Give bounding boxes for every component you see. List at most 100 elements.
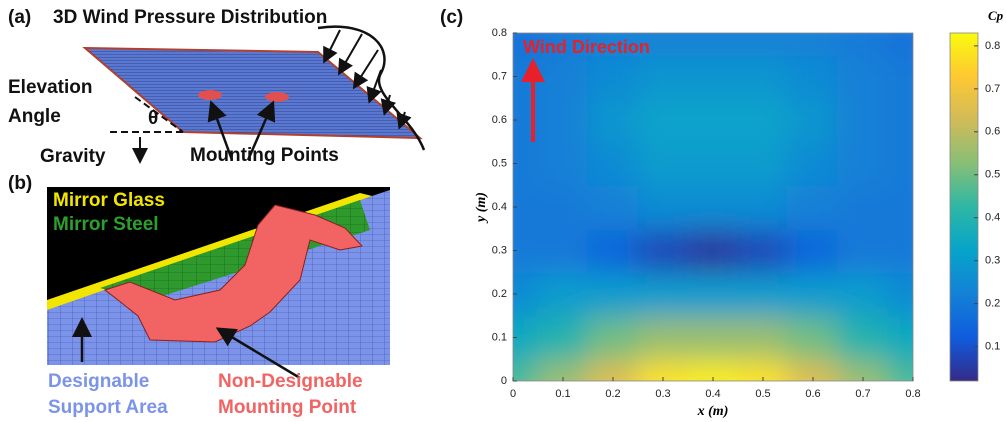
page: {"panels": { "a": {"label": "(a)", "titl… [0, 0, 1006, 422]
colorbar-tick-label: 0.3 [985, 255, 1000, 267]
heat-cell [837, 141, 889, 187]
colorbar-label: Cp [988, 8, 1004, 23]
x-axis-label: x (m) [697, 404, 729, 419]
heat-cell [787, 141, 839, 187]
heat-cell [687, 97, 739, 143]
heat-cell [737, 97, 789, 143]
y-tick-label: 0.1 [492, 331, 507, 343]
heat-cell [637, 271, 689, 317]
heat-cell [687, 184, 739, 230]
heat-cell [787, 315, 839, 361]
heat-cell [737, 141, 789, 187]
mount-blob [198, 90, 222, 100]
colorbar-tick-label: 0.1 [985, 341, 1000, 353]
heat-cell [787, 271, 839, 317]
figure: (a) 3D Wind Pressure Distribution Elevat… [0, 0, 1006, 422]
heat-cell [587, 184, 639, 230]
y-tick-label: 0.5 [492, 157, 507, 169]
label: Non-Designable [218, 371, 363, 392]
label: Mirror Steel [53, 214, 159, 235]
label: Mirror Glass [53, 190, 165, 211]
y-tick-label: 0.2 [492, 288, 507, 300]
heat-cell [787, 228, 839, 274]
heat-cell [737, 228, 789, 274]
heat-cell [737, 184, 789, 230]
heat-cell [737, 54, 789, 100]
heat-cell [687, 54, 739, 100]
panel-label: (a) [8, 7, 31, 28]
annotation: Wind Direction [523, 37, 650, 57]
y-tick-label: 0.6 [492, 114, 507, 126]
x-tick-label: 0.6 [805, 388, 820, 400]
heat-cell [587, 315, 639, 361]
label: Mounting Points [190, 145, 339, 166]
heat-cell [837, 315, 889, 361]
label: θ [148, 108, 158, 129]
y-axis-label: y (m) [474, 192, 489, 224]
label: Elevation [8, 77, 92, 98]
y-tick-label: 0 [501, 375, 507, 387]
panel-label: (b) [8, 173, 32, 194]
heat-cell [687, 141, 739, 187]
heat-cell [637, 97, 689, 143]
panel-title: 3D Wind Pressure Distribution [53, 7, 327, 28]
x-tick-label: 0.1 [555, 388, 570, 400]
heat-cell [837, 228, 889, 274]
heat-cell [637, 228, 689, 274]
heat-cell [837, 97, 889, 143]
heatmap-cells [487, 10, 939, 404]
label: Gravity [40, 146, 106, 167]
heat-cell [637, 315, 689, 361]
panel-b: (b) Mirror Glass Mirror Steel Designable… [8, 173, 390, 418]
heat-cell [537, 228, 589, 274]
colorbar-tick-label: 0.4 [985, 212, 1000, 224]
heat-cell [737, 271, 789, 317]
heat-cell [537, 97, 589, 143]
label: Angle [8, 106, 61, 127]
x-tick-label: 0.2 [605, 388, 620, 400]
heatmap [487, 10, 939, 404]
colorbar-tick-label: 0.6 [985, 126, 1000, 138]
colorbar-tick-label: 0.2 [985, 298, 1000, 310]
heat-cell [687, 315, 739, 361]
heat-cell [837, 54, 889, 100]
y-tick-label: 0.3 [492, 244, 507, 256]
x-tick-label: 0 [510, 388, 516, 400]
heat-cell [537, 54, 589, 100]
x-tick-label: 0.8 [905, 388, 920, 400]
label: Support Area [48, 397, 168, 418]
heat-cell [837, 271, 889, 317]
heat-cell [537, 141, 589, 187]
heat-cell [537, 271, 589, 317]
label: Designable [48, 371, 149, 392]
label: Mounting Point [218, 397, 357, 418]
colorbar [950, 33, 978, 381]
y-tick-label: 0.7 [492, 70, 507, 82]
heat-cell [637, 184, 689, 230]
heat-cell [737, 315, 789, 361]
heat-cell [587, 271, 639, 317]
heat-cell [537, 315, 589, 361]
heat-cell [687, 271, 739, 317]
x-tick-label: 0.7 [855, 388, 870, 400]
heat-cell [787, 54, 839, 100]
heat-cell [837, 184, 889, 230]
x-tick-label: 0.3 [655, 388, 670, 400]
heat-cell [537, 184, 589, 230]
heat-cell [787, 97, 839, 143]
heat-cell [787, 184, 839, 230]
panel-a: (a) 3D Wind Pressure Distribution Elevat… [8, 7, 424, 167]
heat-cell [637, 141, 689, 187]
heat-cell [587, 54, 639, 100]
colorbar-tick-label: 0.7 [985, 83, 1000, 95]
heat-cell [587, 141, 639, 187]
heat-cell [637, 54, 689, 100]
heat-cell [687, 228, 739, 274]
y-tick-label: 0.4 [492, 201, 507, 213]
colorbar-tick-label: 0.8 [985, 40, 1000, 52]
x-tick-label: 0.5 [755, 388, 770, 400]
heat-cell [587, 228, 639, 274]
panel-label: (c) [440, 7, 463, 28]
mount-blob [265, 92, 289, 102]
x-tick-label: 0.4 [705, 388, 720, 400]
